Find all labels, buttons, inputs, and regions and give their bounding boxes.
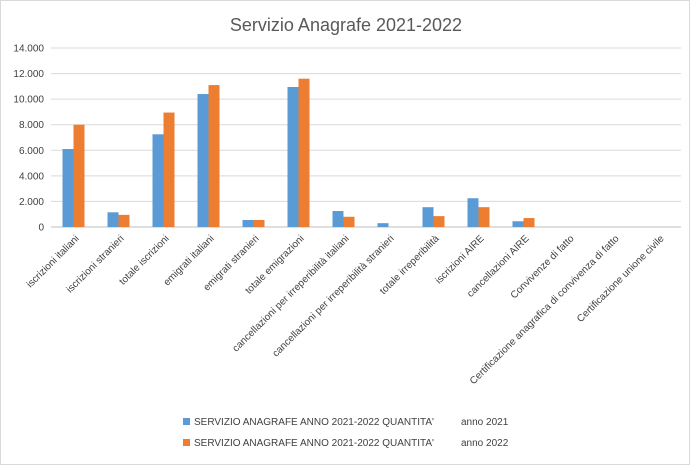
x-tick-label: Certificazione unione civile	[575, 233, 667, 325]
legend-series-name: SERVIZIO ANAGRAFE ANNO 2021-2022 QUANTIT…	[194, 438, 434, 449]
bar-2022-3	[208, 85, 220, 227]
legend-series-name: SERVIZIO ANAGRAFE ANNO 2021-2022 QUANTIT…	[194, 417, 434, 428]
gridlines	[51, 47, 681, 228]
y-tick-label: 10.000	[13, 95, 44, 106]
bar-2022-8	[433, 216, 445, 227]
bar-2021-4	[242, 219, 254, 227]
bar-2022-0	[73, 124, 85, 227]
bar-2022-6	[343, 216, 355, 227]
bar-2022-1	[118, 214, 130, 227]
legend-swatch	[183, 439, 190, 446]
y-tick-label: 0	[38, 223, 44, 234]
bar-2021-5	[287, 86, 299, 227]
y-tick-label: 6.000	[19, 146, 44, 157]
bar-2021-2	[152, 134, 164, 227]
y-tick-label: 12.000	[13, 69, 44, 80]
bar-2022-9	[478, 207, 490, 227]
legend: SERVIZIO ANAGRAFE ANNO 2021-2022 QUANTIT…	[183, 417, 509, 449]
bars	[62, 78, 535, 228]
y-tick-label: 2.000	[19, 197, 44, 208]
bar-2022-10	[523, 218, 535, 227]
legend-series-year: anno 2021	[461, 417, 509, 428]
bar-2022-4	[253, 219, 265, 227]
legend-series-year: anno 2022	[461, 438, 509, 449]
bar-2021-9	[467, 198, 479, 227]
bar-2022-2	[163, 112, 175, 227]
y-tick-label: 8.000	[19, 120, 44, 131]
y-tick-label: 14.000	[13, 44, 44, 55]
y-axis-ticks: 0 2.000 4.000 6.000 8.000 10.000 12.000 14.000	[13, 44, 44, 234]
legend-swatch	[183, 418, 190, 425]
y-tick-label: 4.000	[19, 171, 44, 182]
bar-2021-0	[62, 149, 74, 227]
bar-2021-8	[422, 207, 434, 227]
bar-2022-5	[298, 78, 310, 227]
chart-title: Servizio Anagrafe 2021-2022	[230, 15, 462, 35]
bar-2021-1	[107, 212, 119, 227]
bar-2021-7	[377, 223, 389, 227]
bar-2021-6	[332, 211, 344, 227]
bar-2021-10	[512, 221, 524, 227]
bar-2021-3	[197, 94, 209, 228]
